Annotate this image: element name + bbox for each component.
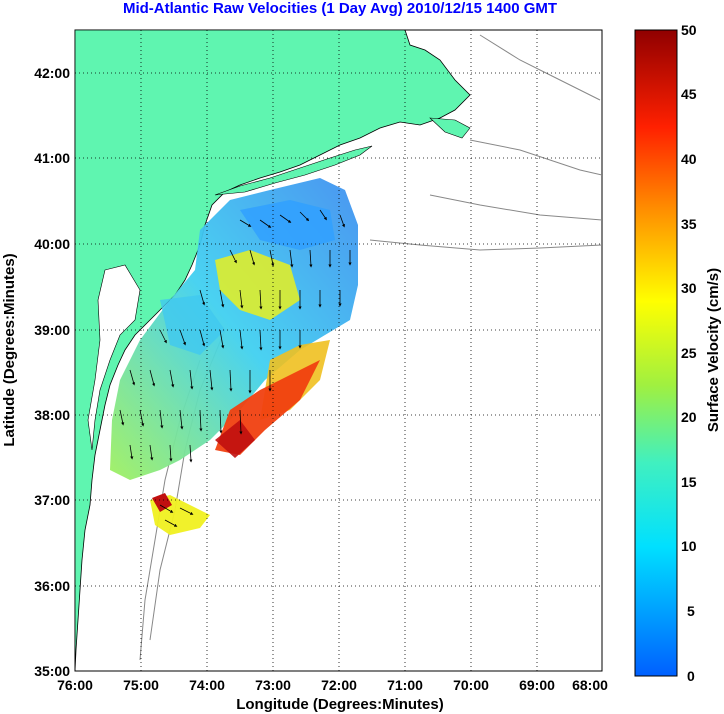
colorbar-tick: 40 <box>681 151 697 167</box>
x-tick-label: 69:00 <box>519 677 555 693</box>
x-tick-label: 73:00 <box>255 677 291 693</box>
long-island <box>214 145 373 196</box>
x-tick-label: 72:00 <box>321 677 357 693</box>
y-tick-label: 35:00 <box>34 663 70 679</box>
colorbar: 50 45 40 35 30 25 20 15 10 5 0 Surface V… <box>634 22 722 684</box>
colorbar-tick: 35 <box>681 216 697 232</box>
colorbar-tick: 50 <box>681 22 697 38</box>
velocity-field <box>110 178 358 480</box>
colorbar-tick: 10 <box>681 538 697 554</box>
x-tick-label: 74:00 <box>189 677 225 693</box>
y-tick-label: 40:00 <box>34 236 70 252</box>
y-tick-label: 39:00 <box>34 322 70 338</box>
colorbar-tick: 15 <box>681 474 697 490</box>
colorbar-tick: 0 <box>687 668 695 684</box>
y-tick-label: 41:00 <box>34 150 70 166</box>
colorbar-tick: 25 <box>681 345 697 361</box>
y-axis: 42:00 41:00 40:00 39:00 38:00 37:00 36:0… <box>1 65 70 679</box>
colorbar-label: Surface Velocity (cm/s) <box>705 268 722 432</box>
y-axis-label: Latitude (Degrees:Minutes) <box>1 253 18 446</box>
y-tick-label: 37:00 <box>34 492 70 508</box>
colorbar-tick: 20 <box>681 409 697 425</box>
colorbar-gradient <box>634 29 678 677</box>
x-tick-label: 68:00 <box>572 677 608 693</box>
y-tick-label: 42:00 <box>34 65 70 81</box>
x-tick-label: 70:00 <box>453 677 489 693</box>
x-tick-label: 75:00 <box>123 677 159 693</box>
colorbar-tick: 30 <box>681 280 697 296</box>
velocity-arrows <box>119 209 352 527</box>
x-axis: 76:00 75:00 74:00 73:00 72:00 71:00 70:0… <box>57 677 608 713</box>
x-axis-label: Longitude (Degrees:Minutes) <box>236 696 444 713</box>
bay-water <box>87 264 141 451</box>
y-tick-label: 36:00 <box>34 578 70 594</box>
cape-cod <box>429 117 471 139</box>
colorbar-tick: 5 <box>687 603 695 619</box>
x-tick-label: 71:00 <box>387 677 423 693</box>
colorbar-tick: 45 <box>681 86 697 102</box>
grid-lines <box>75 30 602 671</box>
x-tick-label: 76:00 <box>57 677 93 693</box>
y-tick-label: 38:00 <box>34 407 70 423</box>
map-title: Mid-Atlantic Raw Velocities (1 Day Avg) … <box>122 0 558 17</box>
